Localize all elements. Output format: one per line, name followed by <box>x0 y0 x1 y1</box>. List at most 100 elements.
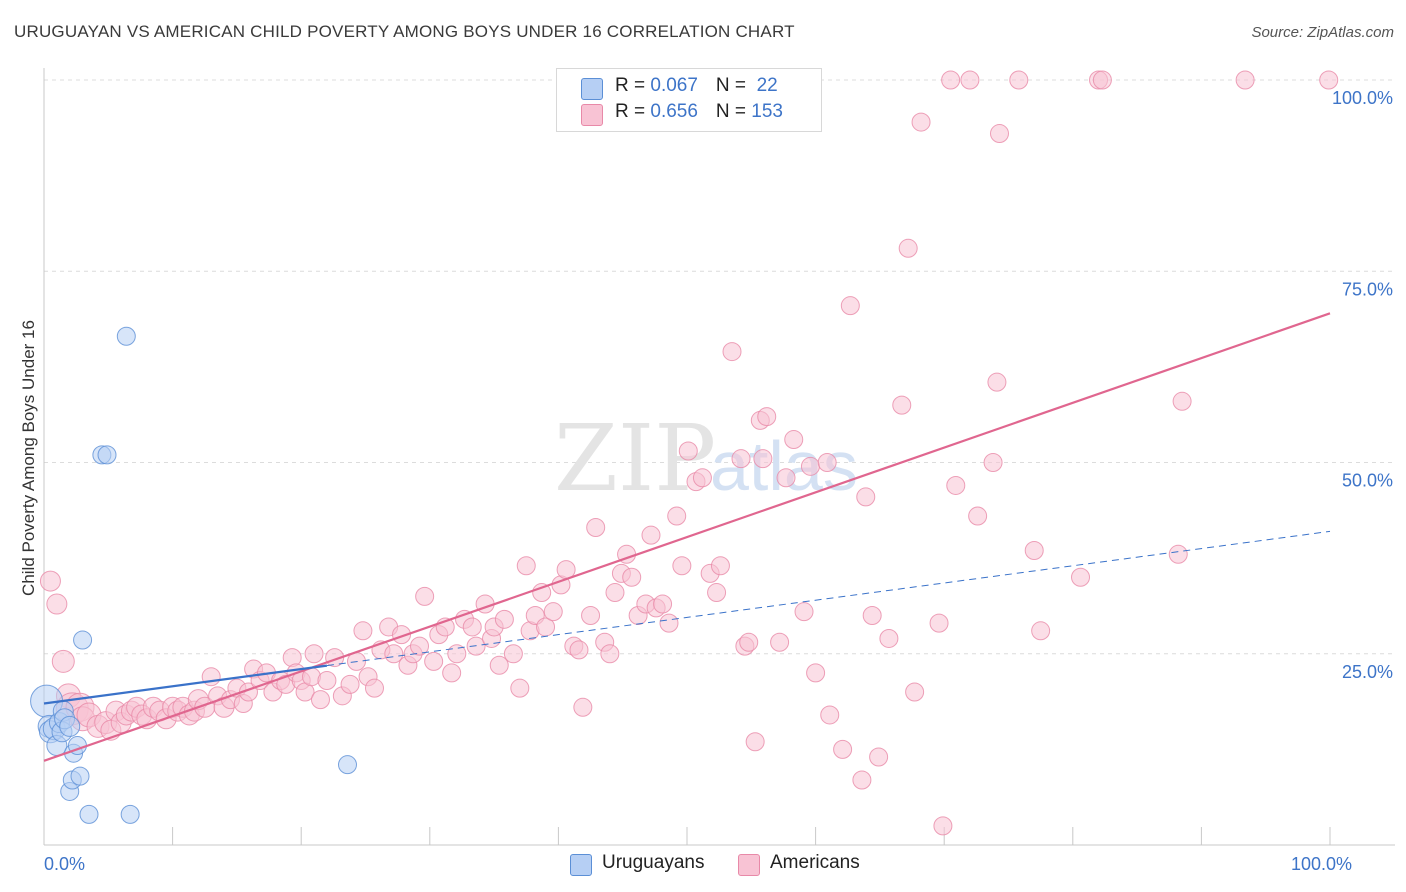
american-point <box>862 606 882 625</box>
american-point <box>659 613 679 633</box>
american-point <box>1168 544 1188 564</box>
american-point <box>753 449 773 469</box>
american-point <box>817 453 837 472</box>
american-point <box>1235 70 1255 90</box>
american-point <box>739 632 759 652</box>
american-point <box>933 816 953 836</box>
american-point <box>503 644 523 664</box>
american-point <box>892 395 912 415</box>
uruguayan-point <box>97 445 117 465</box>
uruguayans-swatch <box>581 78 603 100</box>
american-point <box>415 586 435 606</box>
american-point <box>462 617 482 637</box>
uruguayan-point <box>59 715 81 737</box>
american-point <box>1092 70 1112 90</box>
stats-box: R = 0.067 N = 22 R = 0.656 N = 153 <box>556 68 822 132</box>
american-point <box>722 342 742 362</box>
uruguayan-point <box>116 326 136 346</box>
american-point <box>353 621 373 641</box>
chart-source: Source: ZipAtlas.com <box>1251 24 1394 41</box>
american-point <box>569 640 589 660</box>
american-point <box>384 644 404 664</box>
american-point <box>852 770 872 790</box>
american-point <box>622 567 642 587</box>
n-value: 22 <box>751 75 778 96</box>
american-point <box>1319 70 1339 90</box>
american-point <box>1071 567 1091 587</box>
american-point <box>581 606 601 625</box>
american-point <box>905 682 925 702</box>
uruguayan-point <box>73 630 93 650</box>
n-label: N = <box>715 75 752 96</box>
american-point <box>770 632 790 652</box>
american-point <box>442 663 462 683</box>
american-point <box>51 649 75 673</box>
uruguayan-point <box>337 755 357 775</box>
american-point <box>929 613 949 633</box>
american-point <box>46 593 68 615</box>
x-tick-label: 0.0% <box>44 854 85 874</box>
legend-label-uruguayans: Uruguayans <box>602 852 705 873</box>
american-point <box>653 594 673 614</box>
american-point <box>856 487 876 507</box>
uruguayan-point <box>70 766 90 786</box>
american-point <box>794 602 814 622</box>
american-point <box>987 372 1007 392</box>
american-point <box>516 556 536 576</box>
american-point <box>605 583 625 603</box>
american-point <box>968 506 988 526</box>
y-tick-label: 100.0% <box>1332 88 1393 108</box>
american-point <box>806 663 826 683</box>
y-tick-label: 25.0% <box>1342 662 1393 682</box>
american-point <box>960 70 980 90</box>
american-point <box>840 296 860 316</box>
american-point <box>489 655 509 675</box>
american-point <box>833 739 853 759</box>
r-label: R = <box>615 75 651 96</box>
chart-title: URUGUAYAN VS AMERICAN CHILD POVERTY AMON… <box>14 22 795 41</box>
stats-text-americans: R = 0.656 N = 153 <box>615 101 783 123</box>
american-point <box>983 453 1003 472</box>
american-point <box>1031 621 1051 641</box>
american-point <box>600 644 620 664</box>
n-value: 153 <box>751 101 783 122</box>
american-point <box>532 583 552 603</box>
american-point <box>745 732 765 752</box>
american-point <box>586 518 606 538</box>
american-point <box>365 678 385 698</box>
trend-layer <box>43 312 1331 762</box>
uruguayans-legend-swatch <box>570 854 592 876</box>
americans-swatch <box>581 104 603 126</box>
american-point <box>710 556 730 576</box>
american-point <box>543 602 563 622</box>
r-label: R = <box>615 101 651 122</box>
x-tick-label: 100.0% <box>1291 854 1352 874</box>
american-point <box>424 651 444 671</box>
american-point <box>707 583 727 603</box>
american-point <box>1024 540 1044 560</box>
american-point <box>310 690 330 710</box>
american-point <box>879 628 899 648</box>
uruguayan-point <box>120 804 140 824</box>
american-point <box>304 644 324 664</box>
uruguayan-trend-line <box>43 664 328 705</box>
american-point <box>898 238 918 258</box>
points-layer <box>30 70 1339 836</box>
american-point <box>784 430 804 450</box>
american-point <box>410 636 430 656</box>
american-point <box>678 441 698 461</box>
r-value: 0.067 <box>650 75 698 96</box>
american-point <box>1009 70 1029 90</box>
american-point <box>776 468 796 488</box>
n-label: N = <box>715 101 752 122</box>
stats-text-uruguayans: R = 0.067 N = 22 <box>615 75 778 97</box>
american-point <box>869 747 889 767</box>
american-point <box>494 609 514 629</box>
american-point <box>510 678 530 698</box>
american-point <box>757 407 777 427</box>
american-point <box>667 506 687 526</box>
r-value: 0.656 <box>650 101 698 122</box>
american-point <box>946 475 966 495</box>
y-tick-label: 75.0% <box>1342 279 1393 299</box>
